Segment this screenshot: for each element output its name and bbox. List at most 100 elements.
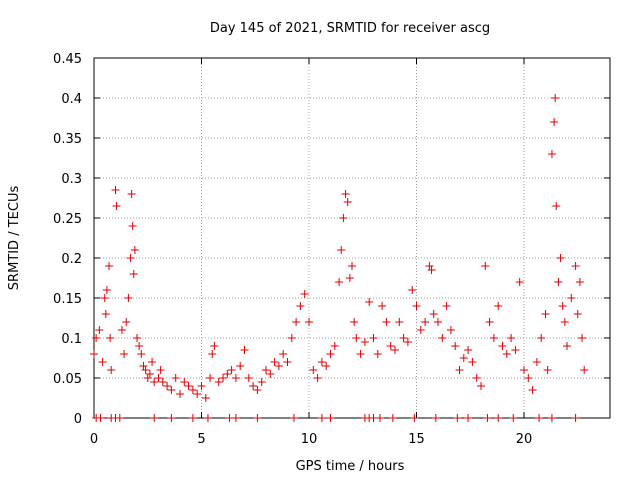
data-point [100, 294, 109, 302]
data-point [111, 186, 120, 194]
data-point [184, 382, 193, 390]
x-tick-label: 10 [301, 432, 318, 447]
data-point [171, 374, 180, 382]
data-point [105, 262, 114, 270]
data-point [498, 342, 507, 350]
data-point [528, 386, 537, 394]
data-point [365, 298, 374, 306]
y-tick-label: 0.15 [53, 292, 82, 307]
data-point [532, 358, 541, 366]
data-point [197, 382, 206, 390]
data-point [520, 366, 528, 374]
data-point [378, 302, 387, 310]
data-point [270, 358, 279, 366]
data-point [262, 366, 270, 374]
data-point [391, 346, 399, 354]
data-point [438, 334, 447, 342]
data-point-zero [326, 414, 335, 422]
data-point [412, 302, 421, 310]
data-point [92, 334, 101, 342]
data-point [90, 350, 98, 358]
y-tick-label: 0.3 [61, 172, 82, 187]
data-point [429, 310, 438, 318]
data-point [578, 334, 587, 342]
data-point [395, 318, 404, 326]
data-point [130, 246, 139, 254]
data-point [558, 302, 567, 310]
data-point [292, 318, 301, 326]
data-point [326, 350, 335, 358]
data-point-zero [431, 414, 440, 422]
data-point [408, 286, 417, 294]
data-point [127, 190, 136, 198]
data-point [106, 334, 115, 342]
data-point [489, 334, 498, 342]
data-point [464, 346, 473, 354]
y-tick-label: 0.25 [53, 212, 82, 227]
data-point [158, 378, 167, 386]
data-point [296, 302, 305, 310]
data-point [511, 346, 520, 354]
data-point [208, 350, 217, 358]
data-point [373, 350, 382, 358]
data-point-zero [375, 414, 384, 422]
data-point [180, 378, 189, 386]
data-point [141, 366, 150, 374]
data-point [485, 318, 494, 326]
data-points [90, 94, 589, 422]
data-point [129, 270, 138, 278]
data-point-zero [115, 414, 124, 422]
data-point-zero [547, 414, 556, 422]
data-point [330, 342, 339, 350]
data-point [133, 334, 141, 342]
data-point [399, 334, 408, 342]
data-point [547, 150, 556, 158]
data-point [163, 382, 172, 390]
data-point [231, 374, 240, 382]
y-tick-label: 0.2 [61, 252, 82, 267]
data-point [442, 302, 451, 310]
data-point [154, 374, 163, 382]
y-axis-ticks: 0 0.05 0.1 0.15 0.2 0.25 0.3 0.35 0.4 0.45 [53, 52, 610, 427]
data-point [300, 290, 309, 298]
data-point [279, 350, 288, 358]
data-point [339, 214, 348, 222]
data-point [143, 374, 152, 382]
data-point [102, 286, 111, 294]
data-point [126, 254, 135, 262]
x-tick-label: 0 [90, 432, 98, 447]
data-point-zero [453, 414, 462, 422]
data-point [554, 278, 563, 286]
data-point [188, 386, 197, 394]
data-point [322, 362, 331, 370]
data-point [575, 278, 584, 286]
data-point [305, 318, 313, 326]
data-point [206, 374, 215, 382]
y-tick-label: 0 [74, 412, 82, 427]
data-point [167, 386, 176, 394]
data-point [309, 366, 318, 374]
y-tick-label: 0.4 [61, 92, 82, 107]
data-point [145, 370, 154, 378]
data-point [434, 318, 442, 326]
data-point [249, 382, 258, 390]
data-point-zero [289, 414, 298, 422]
data-point [455, 366, 464, 374]
data-point [112, 202, 121, 210]
data-point [139, 362, 148, 370]
y-tick-label: 0.35 [53, 132, 82, 147]
data-point [214, 378, 223, 386]
data-point [101, 310, 110, 318]
x-tick-label: 20 [516, 432, 533, 447]
data-point-zero [167, 414, 176, 422]
data-point [403, 338, 412, 346]
data-point [240, 346, 249, 354]
data-point [148, 358, 157, 366]
grid-lines [94, 58, 610, 418]
data-point [360, 338, 369, 346]
data-point [552, 202, 561, 210]
data-point [573, 310, 582, 318]
data-point [337, 246, 346, 254]
data-point-zero [464, 414, 473, 422]
